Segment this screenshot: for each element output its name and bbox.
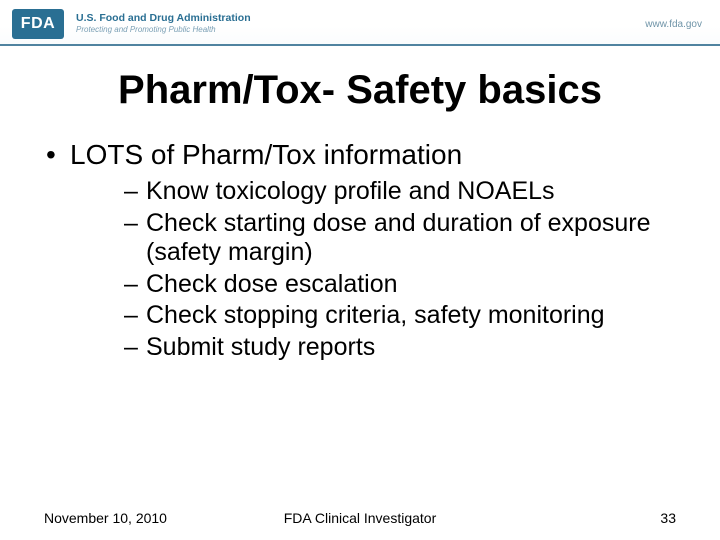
footer-page-number: 33 <box>660 510 676 526</box>
bullet-level2-text: Check dose escalation <box>146 270 398 298</box>
bullet-level2: Check dose escalation <box>124 270 676 300</box>
fda-org-name: U.S. Food and Drug Administration <box>76 13 251 25</box>
footer-center: FDA Clinical Investigator <box>284 510 437 526</box>
bullet-level2-text: Know toxicology profile and NOAELs <box>146 177 555 205</box>
slide-footer: November 10, 2010 FDA Clinical Investiga… <box>0 510 720 526</box>
bullet-list: LOTS of Pharm/Tox information Know toxic… <box>44 139 676 362</box>
fda-logo-letters: FDA <box>21 15 55 33</box>
fda-tagline: Protecting and Promoting Public Health <box>76 26 251 35</box>
bullet-level2: Submit study reports <box>124 333 676 363</box>
slide: FDA U.S. Food and Drug Administration Pr… <box>0 0 720 540</box>
bullet-level2-text: Check stopping criteria, safety monitori… <box>146 301 605 329</box>
footer-date: November 10, 2010 <box>44 510 167 526</box>
bullet-level2: Check starting dose and duration of expo… <box>124 209 676 268</box>
fda-logo-text: U.S. Food and Drug Administration Protec… <box>76 13 251 34</box>
fda-logo-mark: FDA <box>12 9 64 39</box>
sub-bullet-list: Know toxicology profile and NOAELs Check… <box>70 177 676 362</box>
bullet-level2-text: Submit study reports <box>146 333 375 361</box>
header-url: www.fda.gov <box>645 19 708 30</box>
bullet-level2: Know toxicology profile and NOAELs <box>124 177 676 207</box>
slide-content: Pharm/Tox- Safety basics LOTS of Pharm/T… <box>0 62 720 494</box>
bullet-level1: LOTS of Pharm/Tox information Know toxic… <box>44 139 676 362</box>
bullet-level2-text: Check starting dose and duration of expo… <box>146 209 650 267</box>
header-inner: FDA U.S. Food and Drug Administration Pr… <box>0 0 720 44</box>
fda-logo: FDA U.S. Food and Drug Administration Pr… <box>12 9 251 39</box>
slide-title: Pharm/Tox- Safety basics <box>44 68 676 113</box>
bullet-level2: Check stopping criteria, safety monitori… <box>124 301 676 331</box>
bullet-level1-text: LOTS of Pharm/Tox information <box>70 139 462 170</box>
header-bar: FDA U.S. Food and Drug Administration Pr… <box>0 0 720 46</box>
